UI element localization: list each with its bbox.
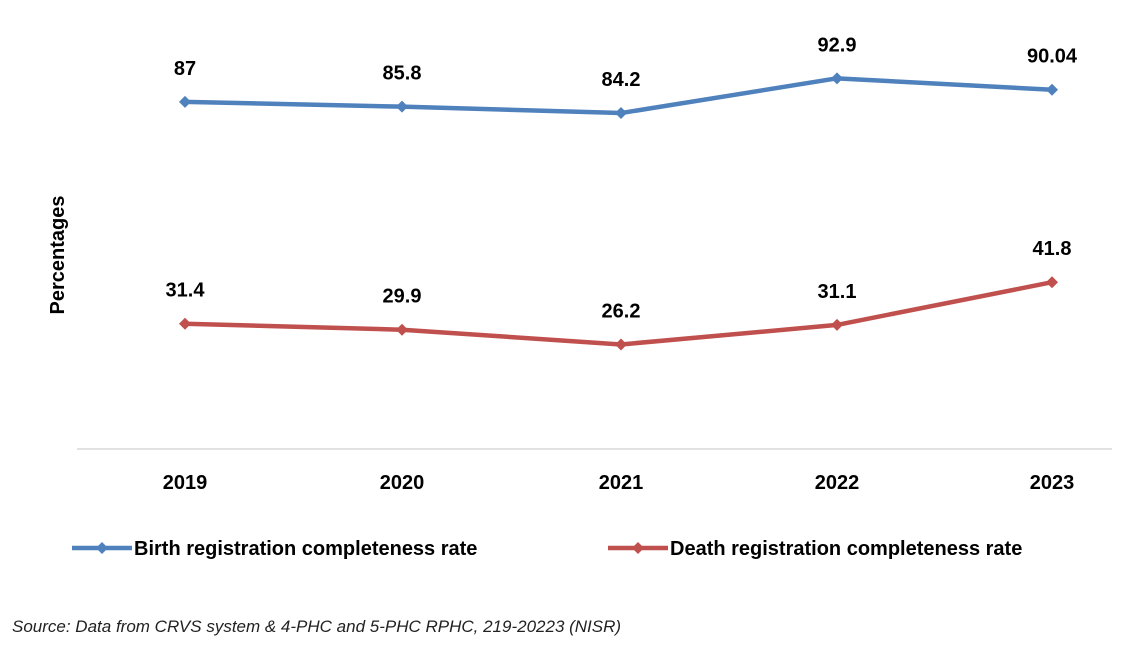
death-data-label: 41.8 <box>1033 238 1072 260</box>
legend-item-death: Death registration completeness rate <box>608 538 1022 560</box>
legend-label: Birth registration completeness rate <box>134 538 477 560</box>
death-point <box>179 317 191 330</box>
birth-series: 87 85.8 84.2 92.9 90.04 <box>174 34 1078 120</box>
death-point <box>615 338 627 351</box>
x-tick-label: 2020 <box>380 472 425 494</box>
death-point <box>831 318 843 331</box>
birth-data-label: 90.04 <box>1027 46 1078 68</box>
birth-point <box>179 95 191 108</box>
x-tick-label: 2022 <box>815 472 860 494</box>
legend-label: Death registration completeness rate <box>670 538 1022 560</box>
legend-item-birth: Birth registration completeness rate <box>72 538 477 560</box>
legend-marker <box>632 542 644 554</box>
death-point <box>396 323 408 336</box>
death-data-label: 31.1 <box>818 281 857 303</box>
x-tick-label: 2021 <box>599 472 644 494</box>
death-data-label: 31.4 <box>166 280 206 302</box>
death-data-label: 29.9 <box>383 286 422 308</box>
birth-data-label: 84.2 <box>602 69 641 91</box>
birth-point <box>615 107 627 120</box>
death-point <box>1046 276 1058 289</box>
legend-marker <box>96 542 108 554</box>
birth-point <box>831 72 843 85</box>
birth-data-label: 87 <box>174 58 196 80</box>
death-data-label: 26.2 <box>602 300 641 322</box>
birth-point <box>1046 83 1058 96</box>
y-axis-label: Percentages <box>47 196 69 315</box>
birth-point <box>396 100 408 113</box>
x-tick-label: 2019 <box>163 472 208 494</box>
birth-data-label: 85.8 <box>383 63 422 85</box>
x-tick-label: 2023 <box>1030 472 1075 494</box>
source-note: Source: Data from CRVS system & 4-PHC an… <box>12 617 622 636</box>
death-series: 31.4 29.9 26.2 31.1 41.8 <box>166 238 1072 351</box>
birth-data-label: 92.9 <box>818 34 857 56</box>
